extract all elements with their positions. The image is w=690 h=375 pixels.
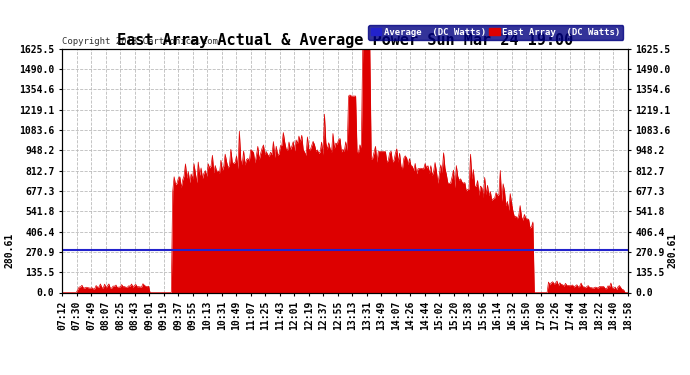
Text: Copyright 2013 Cartronics.com: Copyright 2013 Cartronics.com	[62, 38, 218, 46]
Text: 280.61: 280.61	[4, 233, 14, 268]
Text: 280.61: 280.61	[667, 233, 678, 268]
Legend: Average  (DC Watts), East Array  (DC Watts): Average (DC Watts), East Array (DC Watts…	[368, 25, 623, 40]
Title: East Array Actual & Average Power Sun Mar 24 19:00: East Array Actual & Average Power Sun Ma…	[117, 33, 573, 48]
